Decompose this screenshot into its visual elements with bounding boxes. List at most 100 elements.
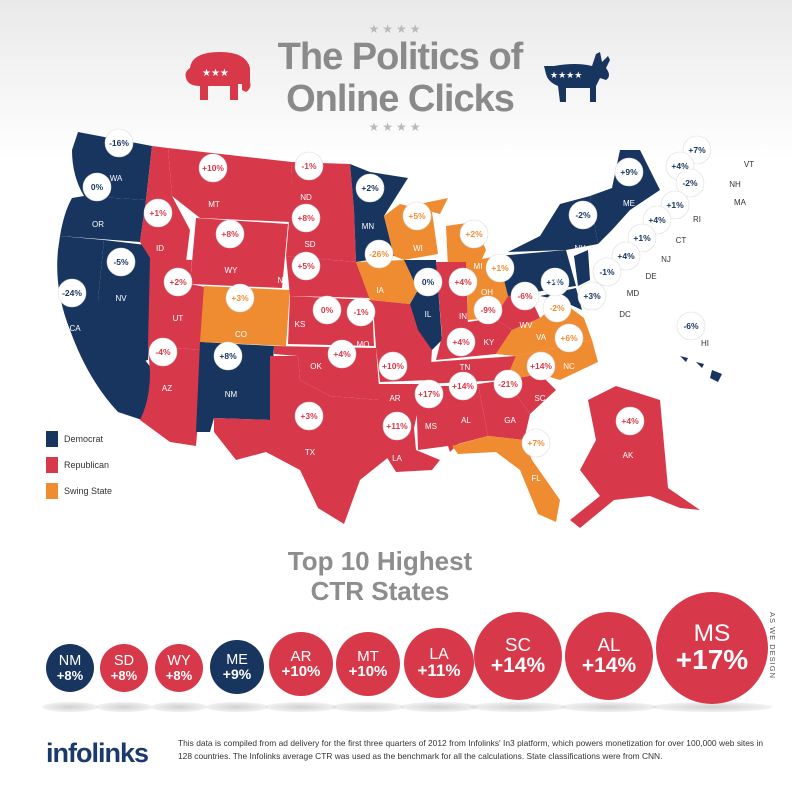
pin-tn bbox=[446, 327, 476, 357]
state-label-id: ID bbox=[156, 244, 164, 253]
state-label-nj: NJ bbox=[661, 255, 671, 264]
state-shape-mt bbox=[168, 148, 292, 222]
top10-value: +10% bbox=[348, 663, 388, 681]
pin-value-nd: -1% bbox=[301, 161, 317, 171]
bubble-shadow bbox=[42, 702, 98, 712]
state-label-pa: PA bbox=[550, 278, 561, 287]
pin-value-nv: -5% bbox=[113, 257, 129, 267]
state-label-hi: HI bbox=[701, 339, 709, 348]
pin-wi bbox=[402, 201, 432, 231]
legend-item-republican: Republican bbox=[46, 457, 112, 473]
pin-az bbox=[148, 337, 178, 367]
state-shape-ga bbox=[478, 380, 530, 440]
state-shape-or bbox=[60, 196, 146, 242]
top10-value: +14% bbox=[581, 653, 637, 677]
state-label-il: IL bbox=[425, 310, 432, 319]
pin-sd bbox=[291, 203, 321, 233]
state-label-wy: WY bbox=[225, 266, 239, 275]
state-label-ia: IA bbox=[376, 286, 384, 295]
pin-hi bbox=[676, 311, 706, 341]
bubble-shadow bbox=[561, 702, 657, 712]
state-shape-nj bbox=[574, 250, 590, 286]
legend-item-democrat: Democrat bbox=[46, 431, 112, 447]
top10-bubble-ms: MS +17% bbox=[656, 592, 768, 704]
pin-value-nm: +8% bbox=[219, 351, 237, 361]
state-label-nh: NH bbox=[729, 180, 741, 189]
pin-value-id: +1% bbox=[149, 208, 167, 218]
state-label-mn: MN bbox=[362, 222, 375, 231]
pin-ks bbox=[312, 295, 342, 325]
pin-mn bbox=[355, 173, 385, 203]
pin-ok bbox=[327, 339, 357, 369]
state-label-co: CO bbox=[235, 330, 247, 339]
pin-dc bbox=[577, 281, 607, 311]
pin-value-mt: +10% bbox=[202, 163, 224, 173]
top10-bubble-me: ME +9% bbox=[210, 640, 264, 694]
pin-id bbox=[143, 198, 173, 228]
pin-value-pa: +1% bbox=[546, 277, 564, 287]
top10-value: +10% bbox=[281, 663, 321, 681]
pin-value-ne: +5% bbox=[297, 261, 315, 271]
state-label-nd: ND bbox=[300, 193, 312, 202]
top10-value: +8% bbox=[165, 667, 193, 683]
pin-value-nj: +1% bbox=[633, 233, 651, 243]
infolinks-logo: infolinks bbox=[46, 738, 149, 768]
pin-fl bbox=[521, 428, 551, 458]
pin-wy bbox=[215, 219, 245, 249]
state-label-tn: TN bbox=[460, 363, 471, 372]
state-label-ma: MA bbox=[734, 198, 747, 207]
state-label-ar: AR bbox=[389, 394, 400, 403]
pin-value-ar: +10% bbox=[382, 361, 404, 371]
state-label-va: VA bbox=[536, 333, 547, 342]
pin-value-oh: +1% bbox=[491, 263, 509, 273]
state-label-nc: NC bbox=[563, 362, 575, 371]
legend: Democrat Republican Swing State bbox=[46, 431, 112, 509]
pin-al bbox=[448, 371, 478, 401]
state-shape-mi bbox=[410, 198, 486, 268]
title-stars-top: ★★★★ bbox=[368, 22, 424, 36]
pin-value-vt: +7% bbox=[688, 145, 706, 155]
pin-or bbox=[82, 172, 112, 202]
state-shape-hi bbox=[680, 356, 722, 382]
pin-value-az: -4% bbox=[155, 347, 171, 357]
top10-state: LA bbox=[429, 645, 449, 663]
pin-value-sd: +8% bbox=[297, 213, 315, 223]
pin-value-ny: -2% bbox=[575, 210, 591, 220]
pin-value-ut: +2% bbox=[169, 277, 187, 287]
pin-ky bbox=[473, 295, 503, 325]
bubble-shadow bbox=[151, 702, 207, 712]
top10-state: MT bbox=[357, 647, 379, 665]
pin-value-ca: -24% bbox=[62, 288, 82, 298]
pin-value-il: 0% bbox=[422, 277, 435, 287]
pin-value-ok: +4% bbox=[333, 349, 351, 359]
pin-value-al: +14% bbox=[452, 381, 474, 391]
legend-swatch bbox=[46, 457, 58, 473]
pin-value-mi: +2% bbox=[465, 229, 483, 239]
bubble-shadow bbox=[206, 702, 268, 712]
state-label-fl: FL bbox=[531, 474, 541, 483]
state-label-ak: AK bbox=[623, 451, 634, 460]
page-title-line1: The Politics of bbox=[277, 36, 524, 78]
pin-ak bbox=[615, 406, 645, 436]
pin-ut bbox=[163, 267, 193, 297]
pin-value-ia: -26% bbox=[369, 249, 389, 259]
state-shape-ut bbox=[148, 258, 210, 350]
state-label-ut: UT bbox=[173, 314, 184, 323]
donkey-icon: ★★★★ bbox=[544, 52, 610, 102]
pin-value-md: -1% bbox=[599, 267, 615, 277]
state-label-sd: SD bbox=[304, 240, 315, 249]
pin-mt bbox=[198, 153, 228, 183]
pin-nv bbox=[106, 247, 136, 277]
state-label-wa: WA bbox=[110, 174, 123, 183]
pin-value-co: +3% bbox=[231, 293, 249, 303]
legend-label: Swing State bbox=[64, 486, 113, 496]
top10-state: ME bbox=[226, 651, 248, 668]
bubble-shadow bbox=[332, 702, 404, 712]
pin-value-wa: -16% bbox=[109, 138, 129, 148]
pin-value-dc: +3% bbox=[583, 291, 601, 301]
pin-value-va: -2% bbox=[549, 303, 565, 313]
pin-de bbox=[611, 241, 641, 271]
state-shape-ia bbox=[356, 260, 418, 304]
state-label-la: LA bbox=[392, 454, 402, 463]
pin-value-wv: -6% bbox=[517, 291, 533, 301]
